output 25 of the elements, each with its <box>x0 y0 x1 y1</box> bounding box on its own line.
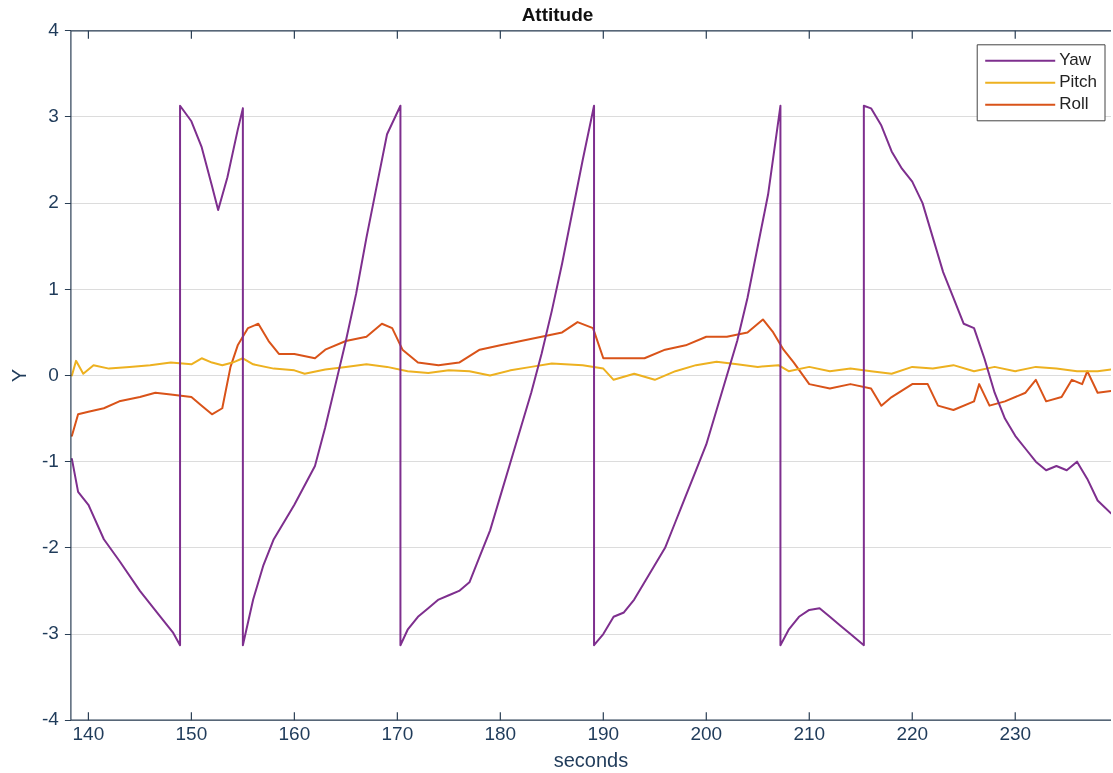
legend-label: Roll <box>1059 94 1089 114</box>
legend-label: Pitch <box>1059 72 1097 92</box>
x-tick-label: 160 <box>278 722 311 744</box>
x-tick-label: 220 <box>896 722 929 744</box>
x-tick-label: 190 <box>587 722 620 744</box>
y-tick-label: 0 <box>48 363 59 385</box>
x-axis-title: seconds <box>553 748 629 771</box>
y-axis-title: Y <box>7 368 30 383</box>
x-tick-label: 210 <box>793 722 826 744</box>
y-tick-label: 1 <box>48 277 59 299</box>
x-tick-label: 140 <box>72 722 105 744</box>
chart-title: Attitude <box>521 3 594 25</box>
y-tick-label: -1 <box>41 449 59 471</box>
y-tick-label: -4 <box>41 708 60 730</box>
x-tick-label: 150 <box>175 722 208 744</box>
y-tick-label: 2 <box>48 191 59 213</box>
x-tick-label: 230 <box>999 722 1032 744</box>
y-tick-label: -2 <box>41 536 59 558</box>
x-tick-label: 180 <box>484 722 517 744</box>
x-tick-label: 200 <box>690 722 723 744</box>
y-tick-label: 4 <box>48 19 60 41</box>
y-tick-label: -3 <box>41 622 59 644</box>
legend-label: Yaw <box>1059 50 1092 70</box>
y-tick-label: 3 <box>48 105 59 127</box>
x-tick-label: 170 <box>381 722 414 744</box>
